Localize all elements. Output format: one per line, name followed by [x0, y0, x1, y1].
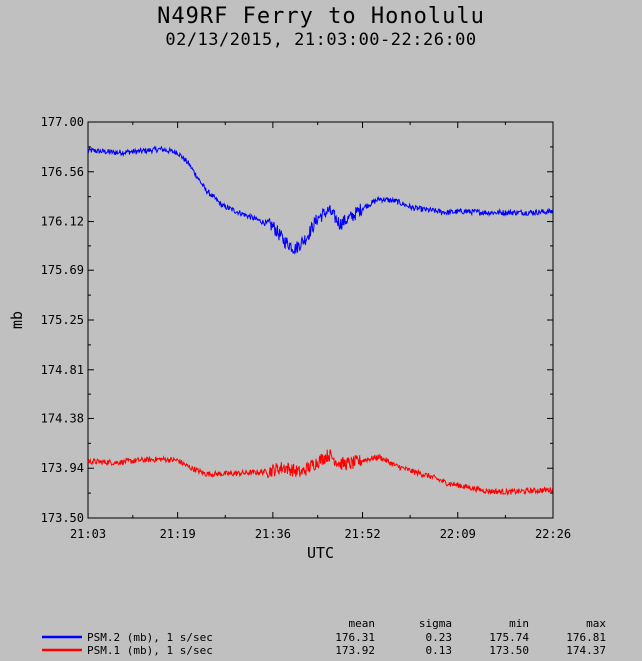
chart-subtitle: 02/13/2015, 21:03:00-22:26:00 [165, 30, 477, 50]
y-axis-label: mb [8, 311, 26, 329]
legend-header-max: max [586, 617, 606, 630]
y-tick-label: 174.38 [41, 411, 84, 425]
y-tick-label: 177.00 [41, 115, 84, 129]
legend-stat-mean: 173.92 [335, 644, 375, 657]
y-tick-label: 175.25 [41, 313, 84, 327]
x-axis-label: UTC [307, 544, 334, 562]
legend-header-mean: mean [349, 617, 376, 630]
legend-entry: PSM.1 (mb), 1 s/sec [87, 644, 213, 657]
plot-area [87, 121, 554, 519]
legend-header-sigma: sigma [419, 617, 452, 630]
x-tick-label: 22:26 [535, 527, 571, 541]
y-tick-label: 174.81 [41, 363, 84, 377]
legend-stat-sigma: 0.13 [426, 644, 453, 657]
legend-stat-sigma: 0.23 [426, 631, 453, 644]
legend-stat-mean: 176.31 [335, 631, 375, 644]
y-tick-label: 176.12 [41, 215, 84, 229]
chart-title: N49RF Ferry to Honolulu [157, 4, 485, 29]
y-tick-label: 173.50 [41, 511, 84, 525]
legend-stat-max: 174.37 [566, 644, 606, 657]
legend-stat-min: 175.74 [489, 631, 529, 644]
legend-entry: PSM.2 (mb), 1 s/sec [87, 631, 213, 644]
legend-stat-min: 173.50 [489, 644, 529, 657]
x-tick-label: 21:52 [344, 527, 380, 541]
x-tick-label: 21:36 [255, 527, 291, 541]
y-tick-label: 176.56 [41, 165, 84, 179]
x-tick-label: 21:19 [160, 527, 196, 541]
legend-stat-max: 176.81 [566, 631, 606, 644]
x-tick-label: 21:03 [70, 527, 106, 541]
legend-header-min: min [509, 617, 529, 630]
series-line-1 [87, 145, 554, 255]
y-tick-label: 175.69 [41, 263, 84, 277]
series-line-2 [87, 449, 554, 496]
x-tick-label: 22:09 [440, 527, 476, 541]
y-tick-label: 173.94 [41, 461, 84, 475]
